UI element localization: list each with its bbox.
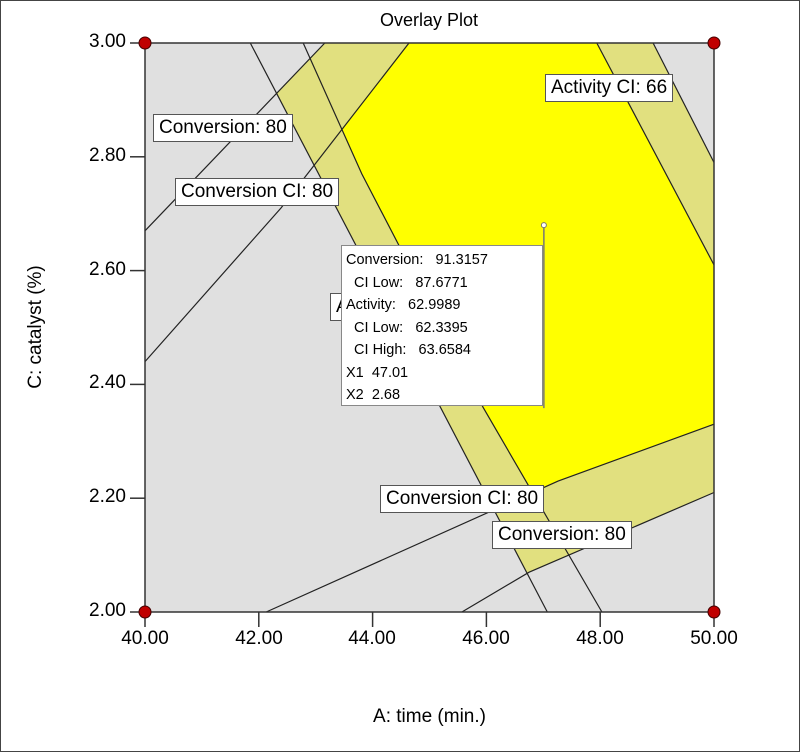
tooltip-row: Activity: 62.9989 bbox=[346, 294, 542, 317]
contour-label-conversion-ci-80-lower[interactable]: Conversion CI: 80 bbox=[380, 485, 545, 513]
contour-label-activity-ci-66[interactable]: Activity CI: 66 bbox=[545, 74, 674, 102]
contour-line-F bbox=[144, 42, 410, 362]
tooltip-label: CI Low: bbox=[346, 319, 404, 336]
x-tick-label: 44.00 bbox=[348, 628, 396, 649]
tooltip-row: X1 47.01 bbox=[346, 362, 542, 385]
tooltip-value: 62.3395 bbox=[415, 319, 468, 336]
contour-line-G bbox=[265, 423, 715, 613]
tooltip-row: CI Low: 87.6771 bbox=[346, 272, 542, 295]
flag-tooltip[interactable]: Conversion: 91.3157 CI Low: 87.6771 Acti… bbox=[341, 245, 543, 406]
contour-label-conversion-80[interactable]: Conversion: 80 bbox=[153, 114, 293, 142]
tooltip-label: X2 bbox=[346, 387, 364, 403]
y-tick-label: 2.40 bbox=[89, 372, 126, 393]
x-tick-label: 42.00 bbox=[235, 628, 283, 649]
tooltip-label: CI High: bbox=[346, 342, 407, 358]
design-point bbox=[138, 36, 152, 50]
tooltip-row: X2 2.68 bbox=[346, 384, 542, 407]
design-point bbox=[138, 605, 152, 619]
contour-line-H bbox=[461, 491, 715, 613]
design-point bbox=[707, 605, 721, 619]
y-axis-label: C: catalyst (%) bbox=[25, 265, 46, 389]
chart-title: Overlay Plot bbox=[379, 10, 479, 30]
tooltip-label: Conversion: bbox=[346, 252, 424, 268]
tooltip-row: Conversion: 91.3157 bbox=[346, 249, 542, 272]
y-tick-label: 2.60 bbox=[89, 259, 126, 280]
tooltip-row: CI Low: 62.3395 bbox=[346, 317, 542, 340]
x-tick-label: 50.00 bbox=[690, 628, 738, 649]
tooltip-value: 47.01 bbox=[371, 364, 409, 381]
contour-label-conversion-ci-80[interactable]: Conversion CI: 80 bbox=[175, 178, 340, 206]
y-tick-label: 2.00 bbox=[89, 600, 126, 621]
contour-label-conversion-80-lower[interactable]: Conversion: 80 bbox=[492, 521, 632, 549]
y-tick-label: 3.00 bbox=[89, 31, 126, 52]
x-tick-label: 40.00 bbox=[121, 628, 169, 649]
tooltip-label: CI Low: bbox=[346, 274, 404, 291]
flag-point bbox=[540, 222, 547, 229]
x-tick-label: 46.00 bbox=[462, 628, 510, 649]
tooltip-label: Activity: bbox=[346, 297, 396, 313]
x-tick-label: 48.00 bbox=[576, 628, 624, 649]
x-axis-label: A: time (min.) bbox=[373, 706, 486, 727]
tooltip-value: 87.6771 bbox=[415, 274, 468, 291]
contour-line-D bbox=[652, 42, 715, 163]
tooltip-label: X1 bbox=[346, 364, 364, 381]
tooltip-row: CI High: 63.6584 bbox=[346, 339, 542, 362]
tooltip-value: 2.68 bbox=[371, 387, 401, 403]
plot-border bbox=[144, 42, 715, 613]
y-tick-label: 2.80 bbox=[89, 145, 126, 166]
y-tick-label: 2.20 bbox=[89, 486, 126, 507]
tooltip-value: 63.6584 bbox=[418, 342, 471, 358]
design-point bbox=[707, 36, 721, 50]
tooltip-value: 91.3157 bbox=[435, 252, 488, 268]
tooltip-value: 62.9989 bbox=[408, 297, 461, 313]
